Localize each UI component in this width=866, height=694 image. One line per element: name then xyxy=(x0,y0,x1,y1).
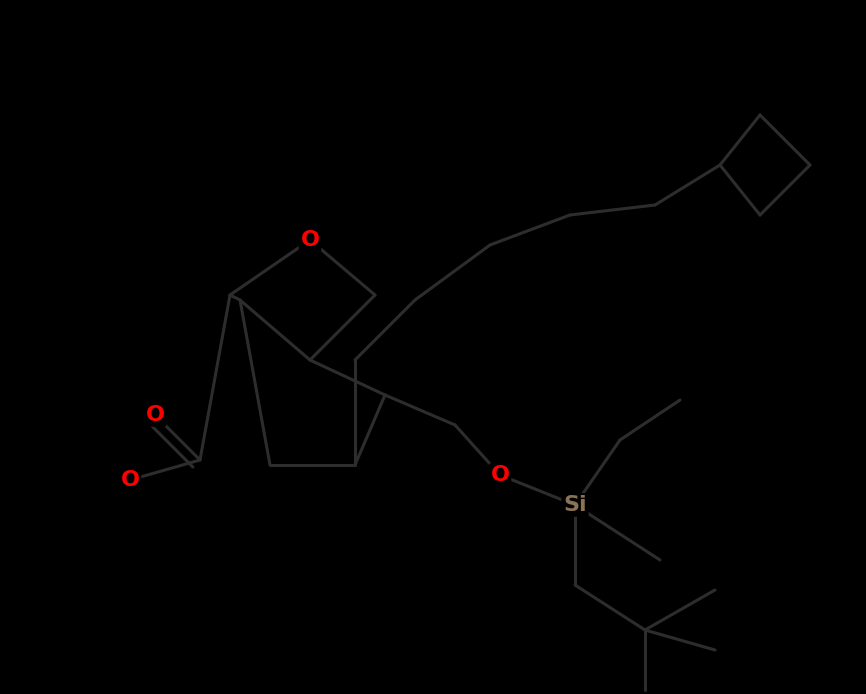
Text: Si: Si xyxy=(563,495,587,515)
Text: O: O xyxy=(145,405,165,425)
Text: O: O xyxy=(120,470,139,490)
Text: O: O xyxy=(490,465,509,485)
Text: O: O xyxy=(301,230,320,250)
